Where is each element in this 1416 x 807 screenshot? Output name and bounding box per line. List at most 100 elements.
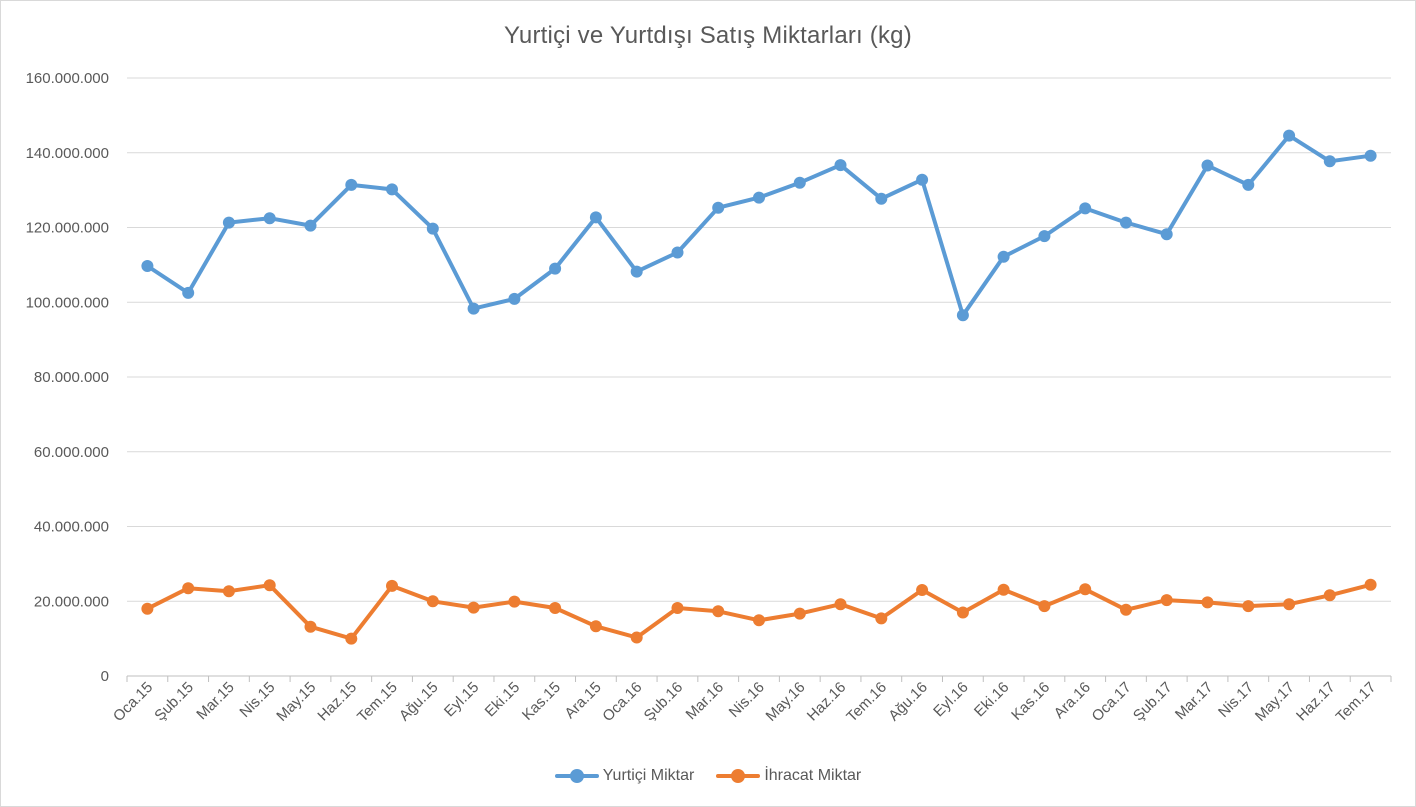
data-point-0[interactable] — [549, 262, 562, 275]
data-point-1[interactable] — [1079, 583, 1092, 596]
data-point-0[interactable] — [263, 212, 276, 225]
x-tick-label: Mar.15 — [193, 679, 237, 723]
data-point-0[interactable] — [1283, 129, 1296, 142]
legend-item-ihracat[interactable]: İhracat Miktar — [716, 767, 861, 785]
y-tick-label: 120.000.000 — [26, 220, 109, 237]
data-point-1[interactable] — [1242, 600, 1255, 613]
data-point-0[interactable] — [1242, 178, 1255, 191]
y-tick-label: 40.000.000 — [34, 519, 109, 536]
data-point-0[interactable] — [834, 159, 847, 172]
data-point-0[interactable] — [141, 260, 154, 272]
data-point-0[interactable] — [222, 216, 235, 229]
data-point-0[interactable] — [1038, 230, 1051, 243]
x-tick-label: Haz.15 — [314, 679, 360, 725]
series-line-1 — [145, 582, 1373, 641]
y-axis: 0 20.000.000 40.000.000 60.000.000 80.000.00… — [26, 70, 109, 685]
data-point-1[interactable] — [630, 631, 643, 644]
x-tick-label: Ağu.16 — [885, 679, 931, 725]
data-point-1[interactable] — [386, 579, 398, 592]
legend-item-yurtici[interactable]: Yurtiçi Miktar — [554, 767, 694, 785]
x-tick-label: Tem.15 — [354, 679, 401, 726]
data-point-0[interactable] — [1120, 216, 1132, 229]
x-tick-label: Oca.17 — [1089, 679, 1135, 725]
data-point-1[interactable] — [1364, 578, 1377, 591]
data-point-0[interactable] — [1160, 228, 1173, 241]
x-tick-label: Şub.16 — [641, 679, 687, 725]
data-point-1[interactable] — [793, 607, 806, 620]
data-point-0[interactable] — [793, 176, 806, 189]
data-point-1[interactable] — [956, 606, 969, 619]
x-tick-label: May.16 — [763, 679, 809, 725]
data-point-0[interactable] — [671, 246, 684, 259]
data-point-0[interactable] — [1364, 149, 1377, 162]
x-tick-label: Mar.16 — [683, 679, 727, 723]
x-tick-label: Eyl.16 — [930, 679, 972, 721]
data-point-1[interactable] — [1283, 598, 1296, 611]
x-tick-label: Nis.15 — [236, 679, 278, 721]
y-tick-label: 140.000.000 — [26, 145, 109, 162]
data-point-1[interactable] — [875, 612, 888, 625]
legend-swatch-ihracat — [716, 769, 761, 783]
x-tick-label: Nis.16 — [726, 679, 768, 721]
data-point-1[interactable] — [182, 582, 195, 595]
data-point-0[interactable] — [345, 178, 358, 191]
legend: Yurtiçi Miktar İhracat Miktar — [0, 764, 1416, 788]
x-tick-label: Şub.17 — [1130, 679, 1176, 725]
data-point-1[interactable] — [508, 595, 521, 608]
data-point-1[interactable] — [753, 614, 765, 627]
data-point-1[interactable] — [1038, 600, 1051, 613]
data-point-0[interactable] — [1079, 202, 1092, 215]
x-tick-label: Ara.15 — [561, 679, 604, 722]
data-point-0[interactable] — [467, 302, 480, 315]
data-point-1[interactable] — [671, 602, 684, 614]
data-point-1[interactable] — [1160, 594, 1173, 607]
data-point-0[interactable] — [1323, 155, 1336, 168]
data-point-1[interactable] — [1201, 596, 1214, 609]
x-tick-label: Tem.17 — [1333, 679, 1380, 726]
data-point-1[interactable] — [916, 584, 929, 596]
data-point-1[interactable] — [304, 620, 317, 633]
data-point-1[interactable] — [997, 583, 1010, 596]
data-point-0[interactable] — [1201, 159, 1214, 172]
data-point-0[interactable] — [712, 201, 725, 214]
data-point-0[interactable] — [182, 286, 195, 299]
x-tick-label: Ara.16 — [1051, 679, 1094, 722]
data-point-0[interactable] — [426, 222, 439, 235]
y-tick-label: 20.000.000 — [34, 593, 109, 610]
x-tick-label: Eki.15 — [482, 679, 524, 721]
data-point-0[interactable] — [753, 191, 765, 204]
data-point-1[interactable] — [263, 579, 276, 592]
data-point-0[interactable] — [589, 211, 602, 224]
data-point-1[interactable] — [426, 595, 439, 608]
x-tick-label: Haz.16 — [804, 679, 850, 725]
data-point-0[interactable] — [630, 265, 643, 278]
data-point-0[interactable] — [875, 192, 888, 205]
data-point-0[interactable] — [956, 309, 969, 322]
data-point-0[interactable] — [997, 250, 1010, 263]
data-point-0[interactable] — [916, 173, 929, 186]
data-point-1[interactable] — [345, 632, 358, 645]
x-axis: Oca.15Şub.15Mar.15Nis.15May.15Haz.15Tem.… — [110, 675, 1392, 726]
y-tick-label: 60.000.000 — [34, 444, 109, 461]
x-tick-label: Oca.15 — [110, 679, 156, 725]
y-tick-label: 100.000.000 — [26, 294, 109, 311]
data-point-0[interactable] — [304, 219, 317, 232]
data-point-1[interactable] — [712, 605, 725, 618]
data-point-0[interactable] — [386, 183, 398, 196]
data-point-1[interactable] — [222, 585, 235, 598]
data-point-0[interactable] — [508, 292, 521, 305]
data-point-1[interactable] — [834, 598, 847, 611]
x-tick-label: Mar.17 — [1172, 679, 1216, 723]
gridlines — [127, 77, 1391, 677]
x-tick-label: Kas.16 — [1008, 679, 1053, 724]
data-point-1[interactable] — [1323, 589, 1336, 602]
data-point-1[interactable] — [549, 602, 562, 614]
data-point-1[interactable] — [1120, 603, 1132, 616]
data-point-1[interactable] — [589, 620, 602, 633]
x-tick-label: May.17 — [1252, 679, 1298, 725]
x-tick-label: Kas.15 — [519, 679, 564, 724]
data-point-1[interactable] — [467, 601, 480, 614]
legend-swatch-yurtici — [554, 769, 599, 783]
data-point-1[interactable] — [141, 602, 154, 615]
